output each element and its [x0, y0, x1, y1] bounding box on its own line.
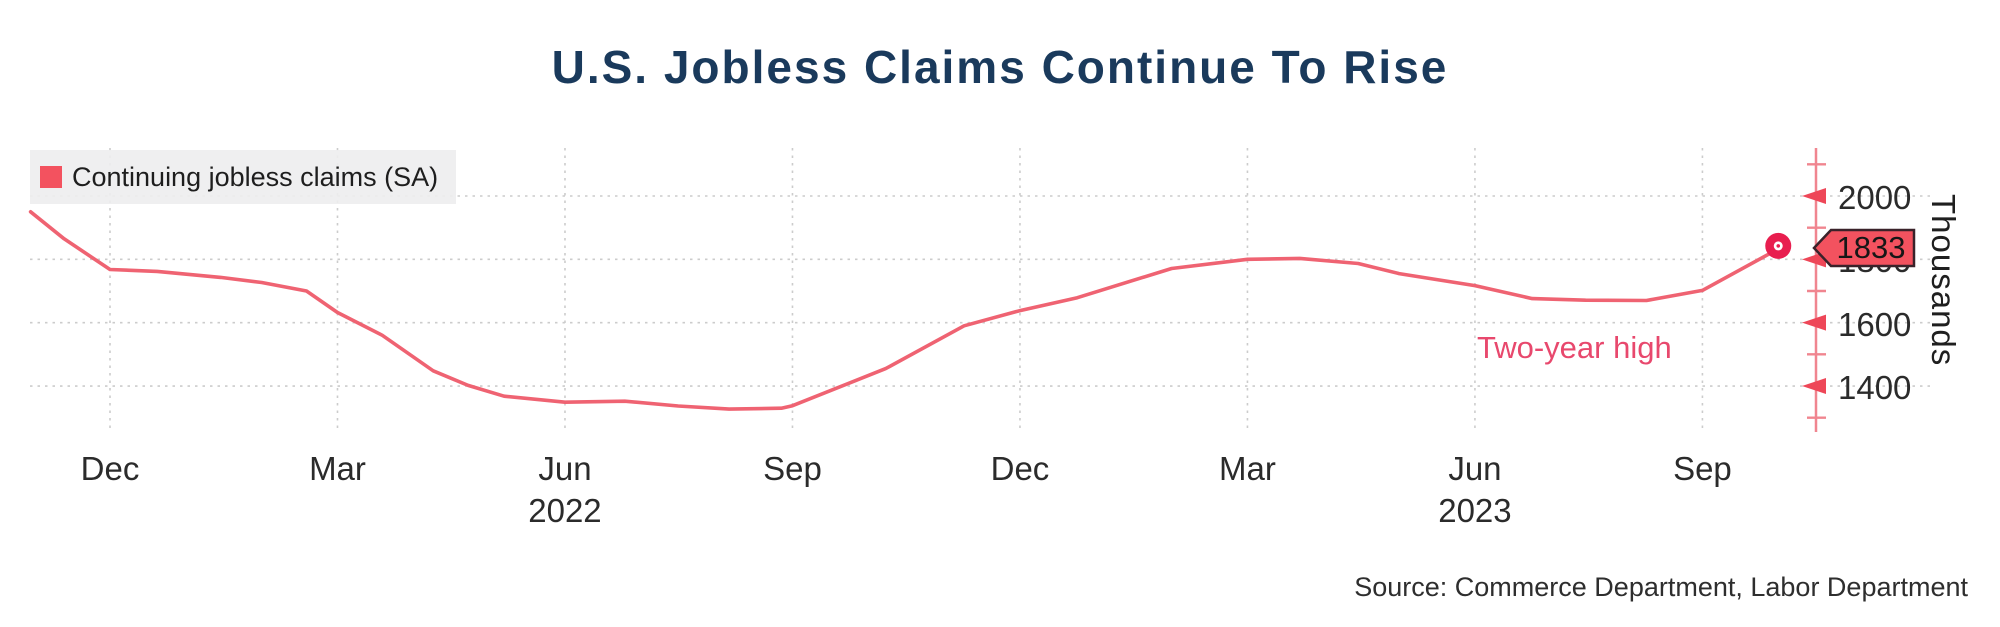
- endpoint-marker-core: [1776, 244, 1781, 248]
- y-tick-label: 1600: [1838, 305, 1912, 343]
- annotation-two-year-high: Two-year high: [1477, 330, 1672, 365]
- last-value-tag-text: 1833: [1837, 230, 1906, 265]
- x-tick-label: Sep: [763, 450, 822, 487]
- data-line: [28, 210, 1781, 411]
- x-year-label: 2023: [1438, 492, 1512, 529]
- y-axis-major-tick: [1802, 314, 1826, 331]
- x-tick-label: Mar: [1219, 450, 1276, 487]
- y-tick-label: 1400: [1838, 369, 1912, 407]
- chart-title: U.S. Jobless Claims Continue To Rise: [551, 41, 1449, 93]
- y-axis-major-tick: [1802, 188, 1826, 204]
- source-attribution: Source: Commerce Department, Labor Depar…: [1354, 572, 1968, 602]
- last-value-tag: 1833: [1812, 228, 1916, 268]
- legend-swatch-icon: [40, 166, 62, 188]
- x-tick-label: Mar: [309, 450, 366, 487]
- x-tick-label: Dec: [80, 450, 140, 487]
- x-tick-label: Dec: [990, 450, 1050, 487]
- y-axis-unit-label: Thousands: [1925, 194, 1962, 367]
- legend: Continuing jobless claims (SA): [30, 150, 457, 204]
- x-tick-label: Jun: [1448, 450, 1502, 487]
- y-axis-major-tick: [1802, 378, 1826, 395]
- last-value-tag-shape: [1812, 228, 1916, 268]
- legend-label: Continuing jobless claims (SA): [72, 161, 439, 192]
- x-tick-label: Sep: [1673, 450, 1732, 487]
- y-tick-label: 2000: [1838, 179, 1912, 216]
- x-tick-label: Jun: [538, 450, 592, 487]
- x-year-label: 2022: [528, 492, 602, 529]
